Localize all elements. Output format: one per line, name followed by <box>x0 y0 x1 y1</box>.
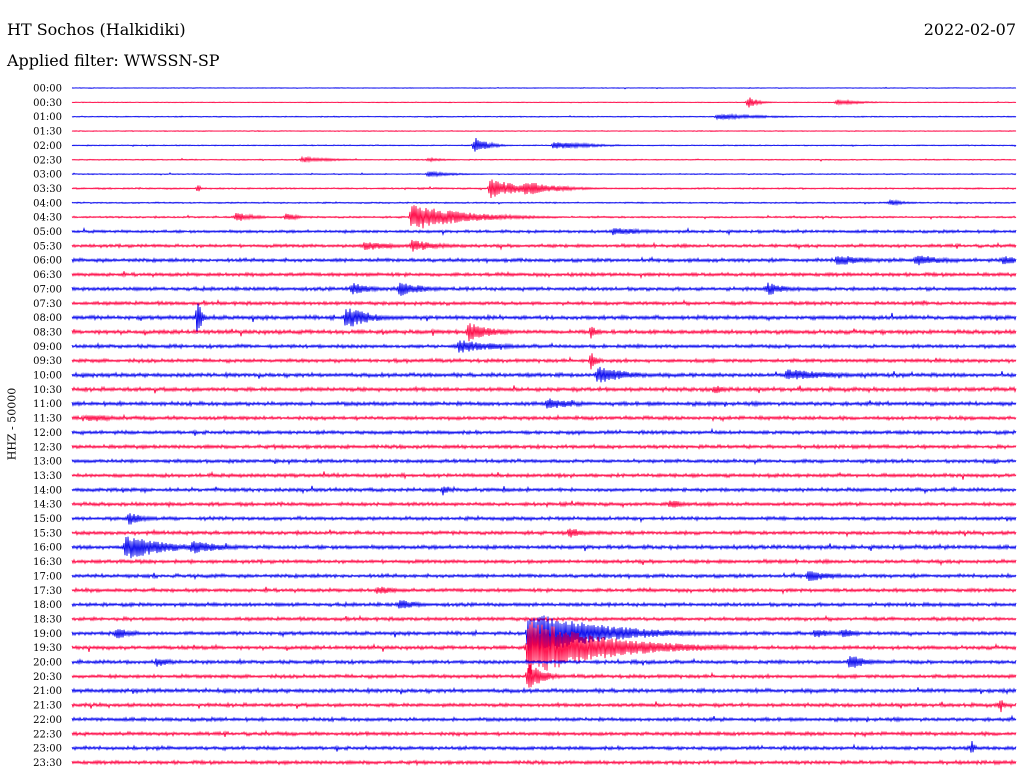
seismic-trace-row <box>71 198 1017 207</box>
station-title: HT Sochos (Halkidiki) <box>7 20 186 39</box>
seismic-trace-row <box>71 664 1017 688</box>
seismic-trace-row <box>71 155 1017 164</box>
seismic-trace-row <box>71 443 1017 451</box>
seismic-trace-row <box>71 299 1017 307</box>
row-time-label: 08:30 <box>33 327 62 338</box>
seismic-trace-row <box>71 656 1017 668</box>
row-time-label: 22:30 <box>33 729 62 740</box>
seismic-trace-row <box>71 129 1017 133</box>
row-time-label: 19:30 <box>33 643 62 654</box>
seismic-trace-row <box>71 686 1017 695</box>
row-time-label: 15:30 <box>33 528 62 539</box>
seismic-trace-row <box>71 385 1017 394</box>
seismic-trace-row <box>71 413 1017 423</box>
row-time-label: 19:00 <box>33 629 62 640</box>
seismic-trace-row <box>71 86 1017 90</box>
row-time-label: 01:00 <box>33 112 62 123</box>
seismic-trace-row <box>71 714 1017 723</box>
row-time-label: 12:30 <box>33 442 62 453</box>
row-time-label: 07:30 <box>33 299 62 310</box>
seismic-trace-row <box>71 138 1017 152</box>
seismic-trace-row <box>71 536 1017 559</box>
seismic-trace-row <box>71 282 1017 296</box>
row-time-label: 12:00 <box>33 428 62 439</box>
seismic-trace-row <box>71 205 1017 229</box>
row-time-label: 06:00 <box>33 256 62 267</box>
row-time-label: 00:30 <box>33 98 62 109</box>
row-time-label: 08:00 <box>33 313 62 324</box>
seismic-trace-row <box>71 700 1017 713</box>
row-time-label: 04:00 <box>33 198 62 209</box>
row-time-label: 16:30 <box>33 557 62 568</box>
row-time-label: 15:00 <box>33 514 62 525</box>
row-time-label: 05:00 <box>33 227 62 238</box>
row-time-label: 17:00 <box>33 571 62 582</box>
seismic-trace-row <box>71 227 1017 236</box>
filter-label: Applied filter: WWSSN-SP <box>7 51 220 70</box>
row-time-label: 14:30 <box>33 500 62 511</box>
row-time-label: 22:00 <box>33 715 62 726</box>
seismic-trace-row <box>71 586 1017 595</box>
row-time-label: 20:00 <box>33 658 62 669</box>
seismic-trace-row <box>71 758 1017 767</box>
seismic-trace-row <box>71 353 1017 370</box>
seismic-trace-row <box>71 740 1017 753</box>
row-time-label: 23:00 <box>33 744 62 755</box>
seismic-trace-row <box>71 621 1017 675</box>
row-time-label: 05:30 <box>33 241 62 252</box>
seismic-trace-row <box>71 558 1017 567</box>
row-time-label: 10:30 <box>33 385 62 396</box>
seismic-trace-row <box>71 500 1017 509</box>
seismic-trace-row <box>71 179 1017 199</box>
row-time-label: 20:30 <box>33 672 62 683</box>
seismic-trace-row <box>71 729 1017 738</box>
row-time-label: 11:30 <box>33 414 62 425</box>
seismic-trace-row <box>71 112 1017 121</box>
row-time-label: 01:30 <box>33 127 62 138</box>
seismic-trace-row <box>71 239 1017 252</box>
seismic-trace-row <box>71 255 1017 266</box>
row-time-label: 09:00 <box>33 342 62 353</box>
row-time-label: 13:30 <box>33 471 62 482</box>
row-time-label: 23:30 <box>33 758 62 769</box>
seismic-trace-row <box>71 485 1017 496</box>
row-time-label: 21:00 <box>33 686 62 697</box>
row-time-label: 00:00 <box>33 84 62 95</box>
row-time-label: 18:00 <box>33 600 62 611</box>
seismic-trace-row <box>71 571 1017 581</box>
row-time-label: 18:30 <box>33 614 62 625</box>
row-time-label: 06:30 <box>33 270 62 281</box>
row-time-label: 11:00 <box>33 399 62 410</box>
row-time-label: 02:30 <box>33 155 62 166</box>
row-time-label: 03:30 <box>33 184 62 195</box>
seismic-trace-row <box>71 457 1017 466</box>
row-time-label: 10:00 <box>33 371 62 382</box>
seismic-trace-row <box>71 615 1017 654</box>
date-label: 2022-02-07 <box>923 20 1016 39</box>
row-time-label: 17:30 <box>33 586 62 597</box>
seismic-trace-row <box>71 427 1017 437</box>
seismic-trace-row <box>71 340 1017 353</box>
seismic-trace-row <box>71 398 1017 409</box>
seismic-trace-row <box>71 323 1017 342</box>
seismic-trace-row <box>71 270 1017 280</box>
seismic-trace-row <box>71 528 1017 538</box>
row-time-label: 16:00 <box>33 543 62 554</box>
row-time-label: 14:00 <box>33 485 62 496</box>
row-time-label: 13:00 <box>33 457 62 468</box>
row-time-label: 04:30 <box>33 213 62 224</box>
seismic-trace-row <box>71 600 1017 609</box>
row-time-label: 03:00 <box>33 170 62 181</box>
seismic-trace-row <box>71 303 1017 334</box>
row-time-label: 21:30 <box>33 701 62 712</box>
seismic-trace-row <box>71 513 1017 525</box>
row-time-label: 07:00 <box>33 284 62 295</box>
row-time-label: 02:00 <box>33 141 62 152</box>
seismic-trace-row <box>71 470 1017 480</box>
seismic-trace-row <box>71 366 1017 383</box>
seismic-trace-row <box>71 97 1017 108</box>
seismic-trace-row <box>71 170 1017 178</box>
row-time-label: 09:30 <box>33 356 62 367</box>
